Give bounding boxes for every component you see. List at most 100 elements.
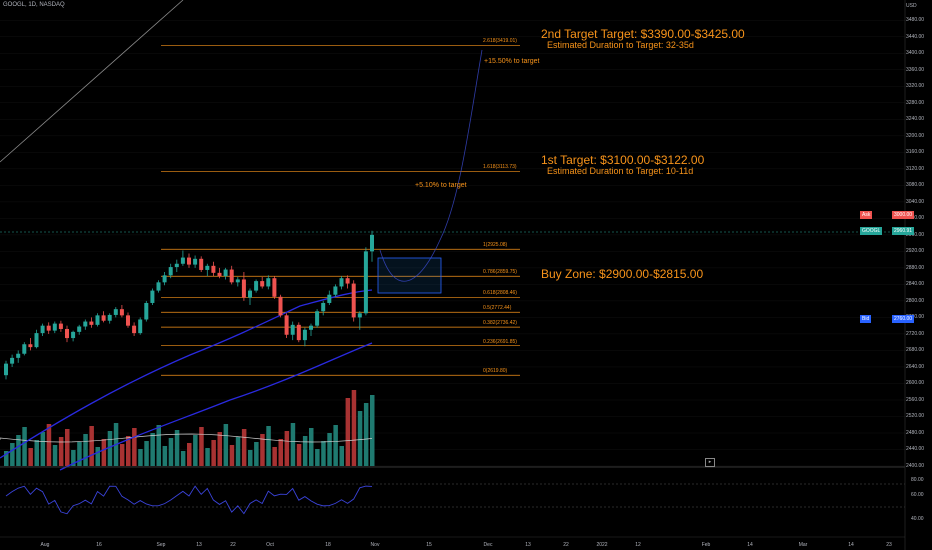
target-1-title: 1st Target: $3100.00-$3122.00 [541, 153, 705, 167]
candle-body [10, 357, 15, 364]
candle-body [46, 325, 51, 331]
candle-body [345, 278, 350, 284]
candle-body [4, 363, 8, 376]
volume-bar [156, 425, 161, 466]
volume-bar [52, 445, 58, 466]
candle-body [309, 325, 313, 330]
time-tick-label: 13 [525, 542, 531, 548]
candle-body [187, 257, 191, 265]
volume-bar [357, 411, 363, 466]
volume-bar [254, 442, 259, 466]
fib-level-label: 0.236(2691.85) [483, 338, 517, 345]
trend-line [0, 0, 184, 163]
volume-bar [339, 446, 344, 466]
price-tick-label: 3040.00 [906, 198, 925, 205]
volume-bar [223, 424, 229, 466]
volume-bar [345, 398, 351, 466]
volume-bar [144, 441, 149, 466]
volume-bar [248, 450, 253, 466]
candle-body [132, 325, 137, 334]
price-tick-label: 2640.00 [906, 363, 925, 370]
target-2-duration: Estimated Duration to Target: 32-35d [547, 40, 694, 50]
bid-tag: 2760.00 [892, 315, 915, 323]
candle-body [101, 315, 106, 321]
price-tick-label: 3480.00 [906, 17, 925, 24]
price-tick-label: 2400.00 [906, 463, 925, 469]
volume-bars [0, 390, 375, 466]
volume-bar [174, 430, 180, 466]
volume-bar [101, 439, 107, 466]
candle-body [235, 279, 240, 283]
candle-body [339, 278, 344, 287]
volume-bar [296, 444, 302, 466]
price-tick-label: 3280.00 [906, 99, 925, 106]
candle-body [174, 263, 179, 268]
time-tick-label: Dec [483, 542, 493, 548]
volume-bar [71, 450, 76, 466]
candle-body [193, 258, 198, 265]
candle-body [229, 269, 234, 283]
rsi-level-40: 40.00 [911, 516, 924, 522]
candle-body [351, 283, 356, 318]
candle-body [223, 269, 228, 277]
volume-bar [28, 448, 33, 466]
price-tick-label: 3200.00 [906, 132, 925, 139]
symbol-tag: GOOGL [860, 227, 883, 235]
fib-level-label: 0.618(2808.46) [483, 290, 517, 297]
volume-bar [162, 446, 168, 466]
candle-body [217, 272, 222, 277]
bid-label: Bid [860, 315, 872, 323]
time-tick-label: Nov [370, 542, 380, 548]
candle-body [370, 234, 374, 252]
volume-bar [187, 443, 192, 466]
volume-bar [10, 443, 15, 466]
last-price-tag: 2960.91 [892, 227, 915, 235]
volume-bar [150, 433, 155, 466]
volume-bar [83, 434, 88, 466]
volume-bar [211, 440, 216, 466]
price-tick-label: 3160.00 [906, 149, 925, 156]
target-1-percent: +5.10% to target [415, 182, 467, 189]
volume-bar [241, 429, 247, 466]
time-tick-label: Sep [156, 542, 166, 548]
price-tick-label: 2800.00 [906, 297, 925, 304]
volume-bar [363, 403, 369, 466]
candle-body [89, 321, 94, 325]
candle-body [52, 323, 57, 331]
volume-bar [321, 441, 326, 466]
price-tick-label: 3320.00 [906, 83, 925, 90]
candle-body [162, 275, 167, 283]
volume-bar [132, 428, 137, 466]
goto-realtime-button[interactable]: ▸ [705, 458, 715, 467]
time-tick-label: 13 [196, 542, 202, 548]
price-tick-label: 2960.00 [906, 231, 925, 238]
volume-bar [65, 429, 70, 466]
target-2-percent: +15.50% to target [484, 58, 540, 65]
buy-zone-box [377, 257, 442, 294]
candle-body [321, 302, 326, 312]
candle-body [34, 333, 39, 348]
volume-bar [40, 432, 46, 466]
ask-label: Ask [860, 211, 873, 219]
price-tick-label: 2600.00 [906, 380, 925, 387]
volume-bar [217, 432, 222, 466]
candle-body [357, 313, 362, 318]
price-tick-label: 3000.00 [906, 215, 925, 222]
volume-bar [199, 427, 204, 466]
volume-ma-line [0, 433, 373, 443]
volume-bar [370, 395, 375, 466]
candle-body [315, 311, 320, 326]
candle-body [16, 353, 21, 358]
volume-bar [58, 437, 64, 466]
candle-body [180, 257, 185, 264]
candle-body [58, 323, 63, 329]
candle-body [65, 328, 69, 339]
time-tick-label: 2022 [596, 542, 608, 548]
volume-bar [138, 449, 143, 466]
time-tick-label: 12 [635, 542, 641, 548]
rsi-level-70: 80.00 [911, 477, 924, 483]
candle-body [302, 329, 307, 341]
candle-body [113, 309, 118, 315]
price-tick-label: 2720.00 [906, 330, 925, 337]
